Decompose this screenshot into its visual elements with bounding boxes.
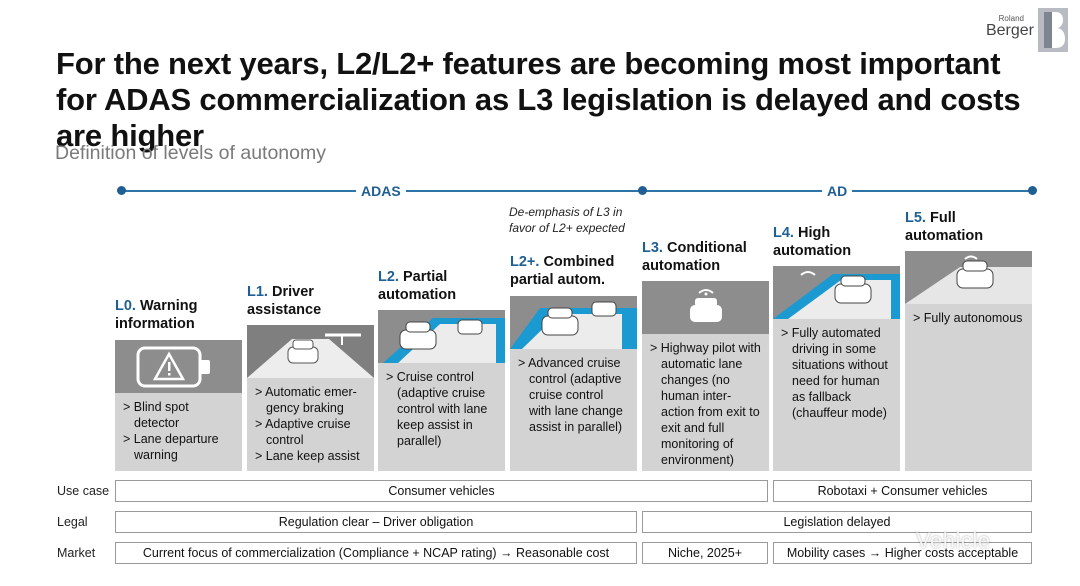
bullet: > Advanced cruise control (adaptive crui… xyxy=(518,356,623,434)
conditional-automation-icon xyxy=(690,289,722,322)
level-name: automation xyxy=(378,287,457,303)
level-name: Partial xyxy=(402,269,448,285)
level-title-l5: L5. Full automation xyxy=(905,209,983,245)
level-card-l4: > Fully automated driving in some situat… xyxy=(773,319,900,471)
level-code: L5. xyxy=(905,210,926,226)
level-title-l2: L2. Partial automation xyxy=(378,268,456,304)
level-card-l5: > Fully autonomous xyxy=(905,304,1032,471)
level-picture-l5 xyxy=(905,251,1032,304)
level-code: L2. xyxy=(378,269,399,285)
level-card-l0: > Blind spot detector > Lane departure w… xyxy=(115,393,242,471)
bullet: > Automatic emer-gency braking xyxy=(255,385,357,415)
market-current-focus-cell: Current focus of commercialization (Comp… xyxy=(115,542,637,564)
watermark: Vehicle xyxy=(916,528,991,553)
bullet: > Lane departure warning xyxy=(123,432,219,462)
level-title-l0: L0. Warning information xyxy=(115,297,197,333)
logo-main-text: Berger xyxy=(985,22,1034,39)
row-label-use-case: Use case xyxy=(57,484,110,498)
level-picture-l2 xyxy=(378,310,505,363)
bullet: > Cruise control (adaptive cruise contro… xyxy=(386,370,488,448)
level-name: partial autom. xyxy=(510,272,606,288)
level-picture-l1 xyxy=(247,325,374,378)
level-name: automation xyxy=(773,243,852,259)
partial-automation-icon xyxy=(383,318,505,363)
level-card-l2plus: > Advanced cruise control (adaptive crui… xyxy=(510,349,637,471)
level-name: Driver xyxy=(271,284,314,300)
level-card-l3: > Highway pilot with automatic lane chan… xyxy=(642,334,769,471)
level-name: Full xyxy=(929,210,956,226)
page-subtitle: Definition of levels of autonomy xyxy=(55,142,326,164)
level-name: automation xyxy=(642,258,721,274)
level-picture-l0 xyxy=(115,340,242,393)
level-code: L4. xyxy=(773,225,794,241)
axis-dot-end xyxy=(1028,186,1037,195)
use-case-robotaxi-cell: Robotaxi + Consumer vehicles xyxy=(773,480,1032,502)
braking-car-icon xyxy=(247,325,374,378)
full-automation-icon xyxy=(905,255,1032,304)
level-name: assistance xyxy=(247,302,322,318)
level-picture-l3 xyxy=(642,281,769,334)
level-title-l1: L1. Driver assistance xyxy=(247,283,321,319)
row-label-market: Market xyxy=(57,546,96,560)
row-label-legal: Legal xyxy=(57,515,88,529)
level-card-l2: > Cruise control (adaptive cruise contro… xyxy=(378,363,505,471)
roland-berger-logo: Roland Berger xyxy=(978,6,1074,52)
level-name: information xyxy=(115,316,195,332)
legal-regulation-cell: Regulation clear – Driver obligation xyxy=(115,511,637,533)
level-name: Warning xyxy=(139,298,198,314)
bullet: > Blind spot detector xyxy=(123,400,189,430)
bullet: > Adaptive cruise control xyxy=(255,417,351,447)
logo-small-text: Roland xyxy=(998,14,1024,23)
adas-axis-label: ADAS xyxy=(356,183,406,199)
market-niche-cell: Niche, 2025+ xyxy=(642,542,768,564)
level-title-l3: L3. Conditional automation xyxy=(642,239,747,275)
axis-dot-middle xyxy=(638,186,647,195)
warning-display-icon xyxy=(136,346,210,388)
level-name: Conditional xyxy=(666,240,747,256)
page-title: For the next years, L2/L2+ features are … xyxy=(56,46,1021,153)
l2plus-note: De-emphasis of L3 in favor of L2+ expect… xyxy=(509,205,625,235)
level-picture-l2plus xyxy=(510,296,637,349)
high-automation-icon xyxy=(773,271,900,319)
level-code: L0. xyxy=(115,298,136,314)
bullet: > Fully automated driving in some situat… xyxy=(781,326,888,420)
level-name: High xyxy=(797,225,831,241)
bullet: > Fully autonomous xyxy=(913,311,1023,325)
combined-partial-icon xyxy=(510,301,637,349)
level-code: L3. xyxy=(642,240,663,256)
logo-b-mark xyxy=(1038,8,1068,52)
level-title-l4: L4. High automation xyxy=(773,224,851,260)
market-mobility-cell: Mobility cases → Higher costs acceptable xyxy=(773,542,1032,564)
level-picture-l4 xyxy=(773,266,900,319)
level-name: automation xyxy=(905,228,984,244)
level-code: L2+. xyxy=(510,254,540,270)
legal-delayed-cell: Legislation delayed xyxy=(642,511,1032,533)
level-code: L1. xyxy=(247,284,268,300)
ad-axis-label: AD xyxy=(822,183,853,199)
use-case-consumer-cell: Consumer vehicles xyxy=(115,480,768,502)
axis-dot-start xyxy=(117,186,126,195)
level-card-l1: > Automatic emer-gency braking > Adaptiv… xyxy=(247,378,374,471)
level-title-l2plus: L2+. Combined partial autom. xyxy=(510,253,614,289)
bullet: > Lane keep assist xyxy=(255,449,360,463)
level-name: Combined xyxy=(543,254,615,270)
bullet: > Highway pilot with automatic lane chan… xyxy=(650,341,761,467)
